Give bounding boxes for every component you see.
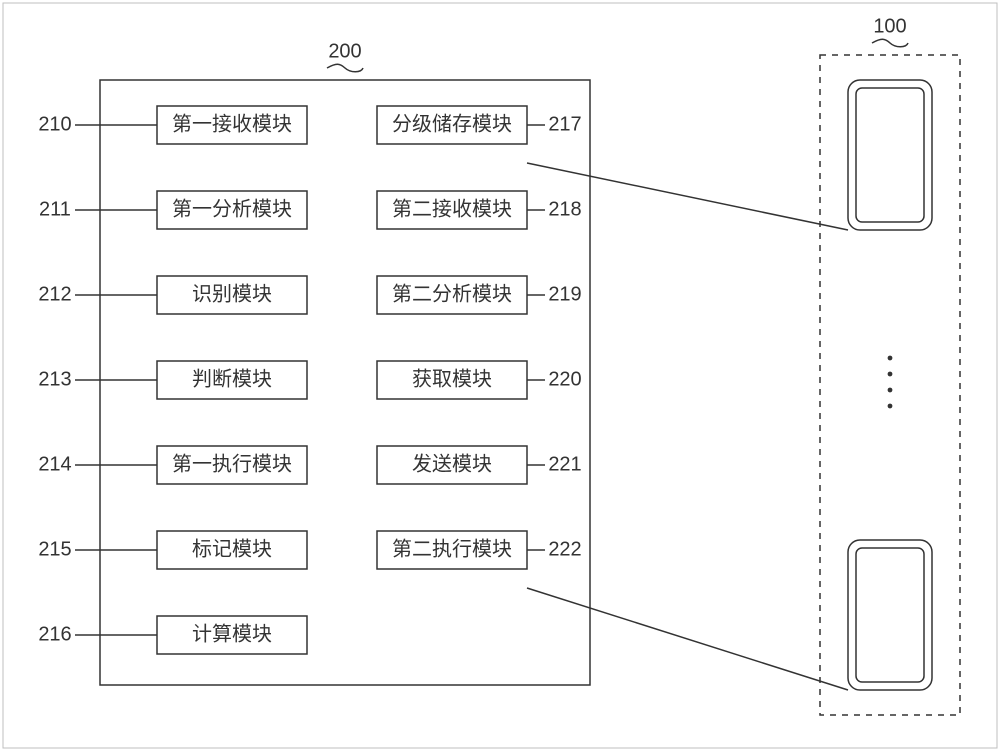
module-number: 219 [548, 283, 581, 305]
block-100-box [820, 55, 960, 715]
module-number: 217 [548, 113, 581, 135]
module-number: 220 [548, 368, 581, 390]
module-number: 222 [548, 538, 581, 560]
module-213: 判断模块 213 [38, 361, 307, 399]
module-label: 计算模块 [192, 623, 272, 646]
device-outer [848, 80, 932, 230]
module-label: 第一接收模块 [172, 113, 292, 136]
module-218: 第二接收模块 218 [377, 191, 582, 229]
block-200-label: 200 [328, 40, 361, 62]
module-label: 第二接收模块 [392, 198, 512, 221]
module-number: 210 [38, 113, 71, 135]
connection-line-2 [527, 588, 848, 690]
module-214: 第一执行模块 214 [38, 446, 307, 484]
vertical-ellipsis [888, 356, 893, 409]
module-label: 发送模块 [412, 453, 492, 476]
module-217: 分级储存模块 217 [377, 106, 582, 144]
module-label: 第一分析模块 [172, 198, 292, 221]
module-number: 218 [548, 198, 581, 220]
module-215: 标记模块 215 [38, 531, 307, 569]
module-group: 第一接收模块 210 第一分析模块 211 识别模块 212 判断模块 213 第一执行模块 21… [38, 106, 581, 654]
dot [888, 388, 893, 393]
dot [888, 356, 893, 361]
device-inner [856, 88, 924, 222]
block-100-tilde [872, 39, 908, 47]
module-220: 获取模块 220 [377, 361, 582, 399]
module-label: 第一执行模块 [172, 453, 292, 476]
module-211: 第一分析模块 211 [39, 191, 307, 229]
module-label: 第二执行模块 [392, 538, 512, 561]
block-100-label: 100 [873, 15, 906, 37]
module-number: 212 [38, 283, 71, 305]
module-number: 214 [38, 453, 71, 475]
dot [888, 372, 893, 377]
connection-lines [527, 163, 848, 690]
module-222: 第二执行模块 222 [377, 531, 582, 569]
module-label: 第二分析模块 [392, 283, 512, 306]
module-212: 识别模块 212 [38, 276, 307, 314]
module-label: 分级储存模块 [392, 113, 512, 136]
module-210: 第一接收模块 210 [38, 106, 307, 144]
module-number: 221 [548, 453, 581, 475]
device-group [848, 80, 932, 690]
device-2 [848, 540, 932, 690]
device-1 [848, 80, 932, 230]
block-100: 100 [820, 15, 960, 715]
module-219: 第二分析模块 219 [377, 276, 582, 314]
dot [888, 404, 893, 409]
module-number: 213 [38, 368, 71, 390]
module-number: 211 [39, 198, 71, 220]
module-label: 标记模块 [192, 538, 272, 561]
module-number: 216 [38, 623, 71, 645]
module-221: 发送模块 221 [377, 446, 582, 484]
block-200-tilde [327, 64, 363, 72]
module-label: 获取模块 [412, 368, 492, 391]
diagram-canvas: 200 第一接收模块 210 第一分析模块 211 识别模块 212 判断模块 213 第一执行… [0, 0, 1000, 751]
module-label: 判断模块 [192, 368, 272, 391]
module-216: 计算模块 216 [38, 616, 307, 654]
module-number: 215 [38, 538, 71, 560]
block-200: 200 第一接收模块 210 第一分析模块 211 识别模块 212 判断模块 213 第一执行… [38, 40, 590, 685]
device-outer [848, 540, 932, 690]
device-inner [856, 548, 924, 682]
module-label: 识别模块 [192, 283, 272, 306]
